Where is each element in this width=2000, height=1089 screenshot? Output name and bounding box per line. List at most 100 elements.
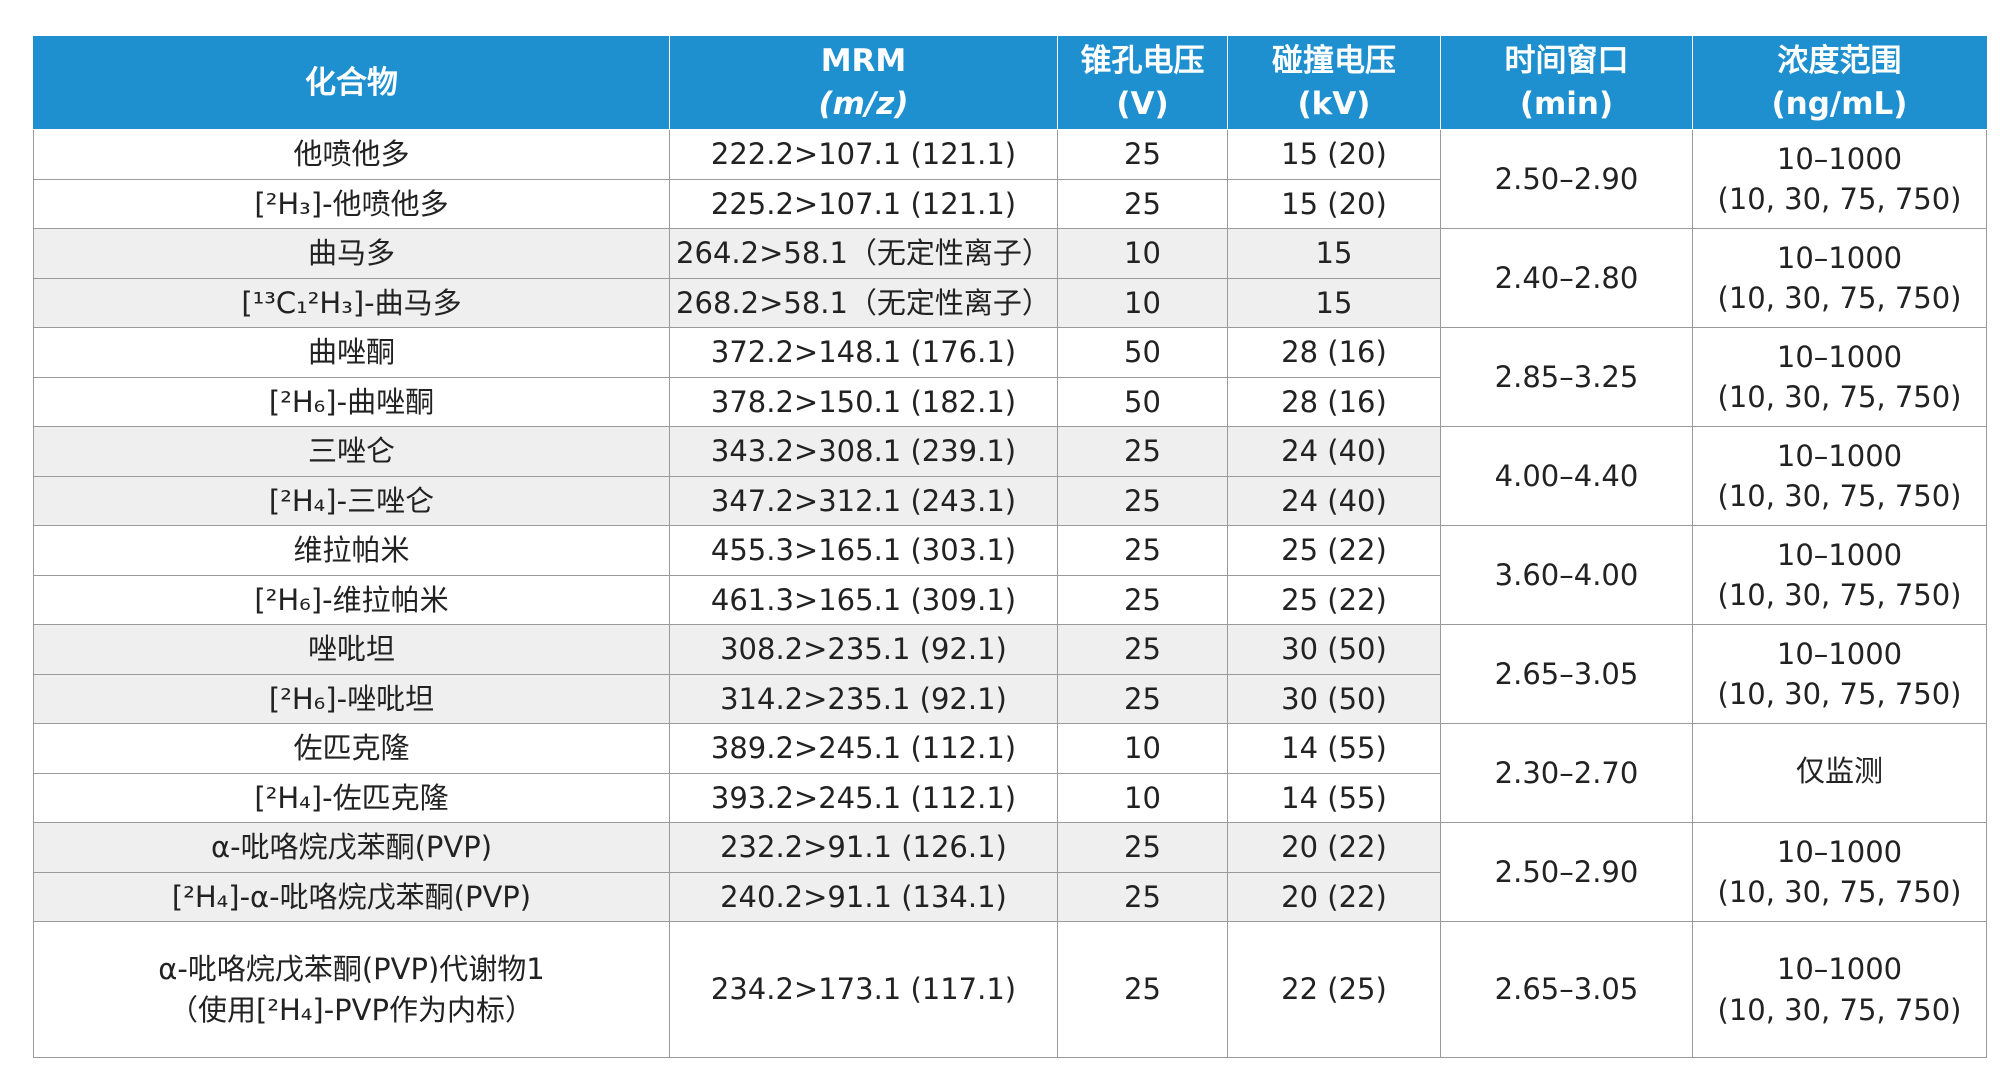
compound-cell: 佐匹克隆 bbox=[33, 723, 670, 774]
concentration-range-cell: 10–1000 (10, 30, 75, 750) bbox=[1692, 921, 1987, 1058]
compound-cell: 唑吡坦 bbox=[33, 624, 670, 675]
collision-voltage-cell: 25 (22) bbox=[1227, 525, 1441, 576]
compound-cell: 他喷他多 bbox=[33, 129, 670, 180]
table-row: [²H₆]-唑吡坦 314.2>235.1 (92.1) 25 30 (50) bbox=[33, 673, 1987, 724]
cone-voltage-cell: 25 bbox=[1057, 921, 1228, 1058]
header-compound: 化合物 bbox=[33, 36, 670, 130]
time-window-cell: 2.50–2.90 bbox=[1440, 822, 1693, 922]
table-row: 曲唑酮 372.2>148.1 (176.1) 50 28 (16) 2.85–3.25… bbox=[33, 327, 1987, 427]
cone-voltage-cell: 25 bbox=[1057, 574, 1228, 625]
collision-voltage-cell: 15 bbox=[1227, 277, 1441, 328]
compound-cell: 三唑仑 bbox=[33, 426, 670, 477]
cone-voltage-cell: 25 bbox=[1057, 624, 1228, 675]
concentration-range-cell: 10–1000 (10, 30, 75, 750) bbox=[1692, 228, 1987, 328]
compound-cell: [²H₆]-维拉帕米 bbox=[33, 574, 670, 625]
cone-voltage-cell: 10 bbox=[1057, 228, 1228, 279]
mrm-cell: 268.2>58.1（无定性离子） bbox=[669, 277, 1058, 328]
compound-cell: 维拉帕米 bbox=[33, 525, 670, 576]
concentration-range-cell: 10–1000 (10, 30, 75, 750) bbox=[1692, 426, 1987, 526]
compound-cell: [²H₄]-佐匹克隆 bbox=[33, 772, 670, 823]
table-row: [²H₄]-α-吡咯烷戊苯酮(PVP) 240.2>91.1 (134.1) 25 2… bbox=[33, 871, 1987, 922]
compound-cell: [²H₄]-α-吡咯烷戊苯酮(PVP) bbox=[33, 871, 670, 922]
mrm-cell: 240.2>91.1 (134.1) bbox=[669, 871, 1058, 922]
cone-voltage-cell: 25 bbox=[1057, 822, 1228, 873]
mrm-cell: 343.2>308.1 (239.1) bbox=[669, 426, 1058, 477]
mrm-cell: 314.2>235.1 (92.1) bbox=[669, 673, 1058, 724]
cone-voltage-cell: 25 bbox=[1057, 871, 1228, 922]
cone-voltage-cell: 25 bbox=[1057, 475, 1228, 526]
table-row: [²H₄]-佐匹克隆 393.2>245.1 (112.1) 10 14 (55) bbox=[33, 772, 1987, 823]
collision-voltage-cell: 30 (50) bbox=[1227, 673, 1441, 724]
time-window-cell: 4.00–4.40 bbox=[1440, 426, 1693, 526]
mrm-cell: 455.3>165.1 (303.1) bbox=[669, 525, 1058, 576]
table-body: 他喷他多 222.2>107.1 (121.1) 25 15 (20) 2.50–2.9… bbox=[33, 129, 1987, 1058]
collision-voltage-cell: 20 (22) bbox=[1227, 822, 1441, 873]
concentration-range-cell: 仅监测 bbox=[1692, 723, 1987, 823]
header-time-window: 时间窗口 (min) bbox=[1440, 36, 1693, 130]
collision-voltage-cell: 25 (22) bbox=[1227, 574, 1441, 625]
header-row: 化合物 MRM (m/z) 锥孔电压 (V) 碰撞电压 (kV) 时间窗口 (min) … bbox=[33, 36, 1987, 130]
mrm-cell: 234.2>173.1 (117.1) bbox=[669, 921, 1058, 1058]
concentration-range-cell: 10–1000 (10, 30, 75, 750) bbox=[1692, 327, 1987, 427]
time-window-cell: 2.30–2.70 bbox=[1440, 723, 1693, 823]
mrm-cell: 389.2>245.1 (112.1) bbox=[669, 723, 1058, 774]
collision-voltage-cell: 15 (20) bbox=[1227, 178, 1441, 229]
collision-voltage-cell: 24 (40) bbox=[1227, 426, 1441, 477]
collision-voltage-cell: 22 (25) bbox=[1227, 921, 1441, 1058]
collision-voltage-cell: 28 (16) bbox=[1227, 327, 1441, 378]
header-collision-voltage: 碰撞电压 (kV) bbox=[1227, 36, 1441, 130]
mrm-cell: 222.2>107.1 (121.1) bbox=[669, 129, 1058, 180]
compound-cell: α-吡咯烷戊苯酮(PVP) bbox=[33, 822, 670, 873]
compound-cell: [²H₆]-曲唑酮 bbox=[33, 376, 670, 427]
time-window-cell: 2.50–2.90 bbox=[1440, 129, 1693, 229]
collision-voltage-cell: 14 (55) bbox=[1227, 723, 1441, 774]
table-row: 他喷他多 222.2>107.1 (121.1) 25 15 (20) 2.50–2.9… bbox=[33, 129, 1987, 229]
cone-voltage-cell: 25 bbox=[1057, 426, 1228, 477]
mrm-cell: 372.2>148.1 (176.1) bbox=[669, 327, 1058, 378]
mrm-cell: 393.2>245.1 (112.1) bbox=[669, 772, 1058, 823]
table-row: 佐匹克隆 389.2>245.1 (112.1) 10 14 (55) 2.30–2.7… bbox=[33, 723, 1987, 823]
mrm-cell: 225.2>107.1 (121.1) bbox=[669, 178, 1058, 229]
collision-voltage-cell: 30 (50) bbox=[1227, 624, 1441, 675]
compound-cell: α-吡咯烷戊苯酮(PVP)代谢物1 （使用[²H₄]-PVP作为内标） bbox=[33, 921, 670, 1058]
collision-voltage-cell: 28 (16) bbox=[1227, 376, 1441, 427]
cone-voltage-cell: 10 bbox=[1057, 772, 1228, 823]
cone-voltage-cell: 25 bbox=[1057, 178, 1228, 229]
compound-cell: [²H₄]-三唑仑 bbox=[33, 475, 670, 526]
table-row: α-吡咯烷戊苯酮(PVP) 232.2>91.1 (126.1) 25 20 (22)… bbox=[33, 822, 1987, 922]
cone-voltage-cell: 50 bbox=[1057, 376, 1228, 427]
concentration-range-cell: 10–1000 (10, 30, 75, 750) bbox=[1692, 129, 1987, 229]
collision-voltage-cell: 20 (22) bbox=[1227, 871, 1441, 922]
data-table: 化合物 MRM (m/z) 锥孔电压 (V) 碰撞电压 (kV) 时间窗口 (min) … bbox=[33, 36, 1987, 1058]
collision-voltage-cell: 15 bbox=[1227, 228, 1441, 279]
time-window-cell: 2.65–3.05 bbox=[1440, 921, 1693, 1058]
compound-cell: [²H₃]-他喷他多 bbox=[33, 178, 670, 229]
table-row: 三唑仑 343.2>308.1 (239.1) 25 24 (40) 4.00–4.40… bbox=[33, 426, 1987, 526]
mrm-cell: 461.3>165.1 (309.1) bbox=[669, 574, 1058, 625]
compound-cell: [¹³C₁²H₃]-曲马多 bbox=[33, 277, 670, 328]
table-row: [²H₆]-曲唑酮 378.2>150.1 (182.1) 50 28 (16) bbox=[33, 376, 1987, 427]
cone-voltage-cell: 25 bbox=[1057, 673, 1228, 724]
time-window-cell: 3.60–4.00 bbox=[1440, 525, 1693, 625]
mrm-cell: 378.2>150.1 (182.1) bbox=[669, 376, 1058, 427]
collision-voltage-cell: 14 (55) bbox=[1227, 772, 1441, 823]
compound-cell: 曲唑酮 bbox=[33, 327, 670, 378]
cone-voltage-cell: 10 bbox=[1057, 723, 1228, 774]
collision-voltage-cell: 15 (20) bbox=[1227, 129, 1441, 180]
header-concentration-range: 浓度范围 (ng/mL) bbox=[1692, 36, 1987, 130]
concentration-range-cell: 10–1000 (10, 30, 75, 750) bbox=[1692, 624, 1987, 724]
time-window-cell: 2.85–3.25 bbox=[1440, 327, 1693, 427]
header-cone-voltage: 锥孔电压 (V) bbox=[1057, 36, 1228, 130]
collision-voltage-cell: 24 (40) bbox=[1227, 475, 1441, 526]
time-window-cell: 2.40–2.80 bbox=[1440, 228, 1693, 328]
cone-voltage-cell: 10 bbox=[1057, 277, 1228, 328]
compound-cell: [²H₆]-唑吡坦 bbox=[33, 673, 670, 724]
cone-voltage-cell: 25 bbox=[1057, 525, 1228, 576]
concentration-range-cell: 10–1000 (10, 30, 75, 750) bbox=[1692, 822, 1987, 922]
compound-cell: 曲马多 bbox=[33, 228, 670, 279]
cone-voltage-cell: 50 bbox=[1057, 327, 1228, 378]
mrm-cell: 232.2>91.1 (126.1) bbox=[669, 822, 1058, 873]
mrm-cell: 347.2>312.1 (243.1) bbox=[669, 475, 1058, 526]
mrm-cell: 308.2>235.1 (92.1) bbox=[669, 624, 1058, 675]
table-row: [²H₄]-三唑仑 347.2>312.1 (243.1) 25 24 (40) bbox=[33, 475, 1987, 526]
